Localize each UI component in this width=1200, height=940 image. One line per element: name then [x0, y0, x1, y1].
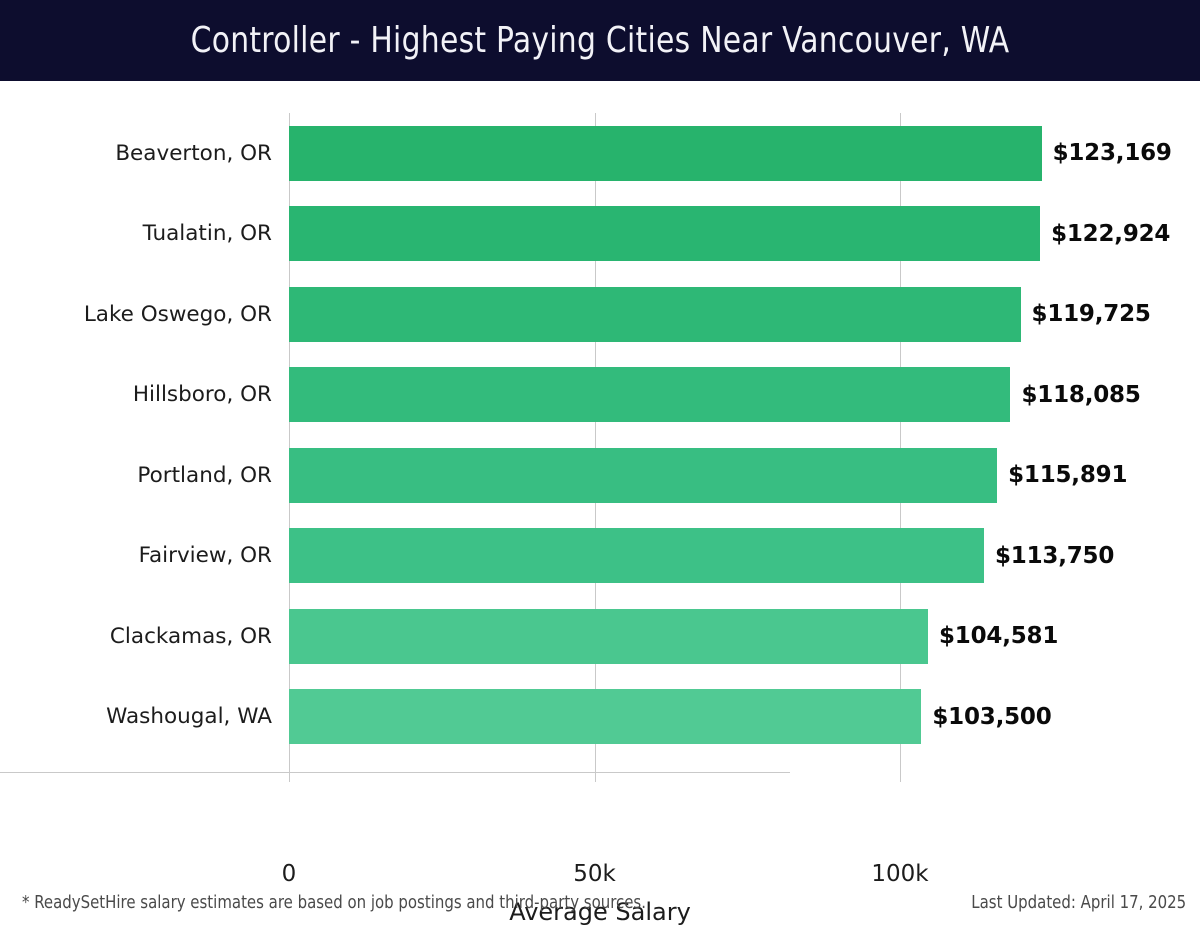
bar-value-label: $119,725	[1031, 301, 1151, 328]
x-tick-mark	[594, 773, 596, 781]
bar-value-label: $122,924	[1051, 220, 1171, 247]
bar-value-label: $113,750	[995, 542, 1115, 569]
y-axis-label: Hillsboro, OR	[132, 382, 272, 408]
bar-value-label: $115,891	[1008, 462, 1128, 489]
page-title: Controller - Highest Paying Cities Near …	[190, 20, 1010, 61]
footer-disclaimer: * ReadySetHire salary estimates are base…	[22, 893, 646, 913]
y-axis-label: Portland, OR	[137, 462, 272, 488]
bar[interactable]	[289, 367, 1011, 422]
x-tick-label: 50k	[573, 861, 616, 887]
y-axis-label: Lake Oswego, OR	[83, 301, 272, 327]
footer-last-updated: Last Updated: April 17, 2025	[971, 893, 1186, 913]
y-axis-label: Beaverton, OR	[115, 140, 272, 166]
y-axis-label: Clackamas, OR	[109, 623, 272, 649]
bar-row: Lake Oswego, OR $119,725	[0, 274, 1200, 355]
bar[interactable]	[289, 447, 998, 503]
y-axis-label: Tualatin, OR	[142, 221, 272, 247]
bar[interactable]	[289, 286, 1021, 342]
footer: * ReadySetHire salary estimates are base…	[0, 893, 1200, 940]
x-tick-label: 0	[281, 861, 297, 887]
bar[interactable]	[289, 608, 928, 664]
bar[interactable]	[289, 206, 1041, 261]
bar[interactable]	[289, 689, 922, 744]
x-axis-line	[0, 772, 790, 773]
bar[interactable]	[289, 125, 1042, 181]
y-axis-label: Fairview, OR	[138, 543, 272, 569]
bar-row: Beaverton, OR $123,169	[0, 113, 1200, 194]
header-band	[0, 0, 1200, 81]
bar-row: Fairview, OR $113,750	[0, 516, 1200, 597]
bar-row: Washougal, WA $103,500	[0, 677, 1200, 758]
x-tick-label: 100k	[871, 861, 929, 887]
bar-value-label: $104,581	[938, 623, 1059, 650]
bar-rows: Beaverton, OR $123,169 Tualatin, OR $122,92…	[0, 81, 1200, 940]
bar-row: Portland, OR $115,891	[0, 435, 1200, 516]
bar-value-label: $123,169	[1052, 140, 1172, 167]
bar-row: Tualatin, OR $122,924	[0, 194, 1200, 275]
bar-value-label: $103,500	[932, 703, 1052, 730]
x-tick-mark	[289, 773, 290, 781]
x-tick-mark	[900, 773, 901, 781]
chart-plot-area: Beaverton, OR $123,169 Tualatin, OR $122,92…	[0, 81, 1200, 940]
bar-value-label: $118,085	[1021, 381, 1141, 408]
bar-row: Clackamas, OR $104,581	[0, 596, 1200, 677]
y-axis-label: Washougal, WA	[106, 704, 272, 730]
x-axis-title: Average Salary	[509, 898, 691, 926]
bar[interactable]	[289, 528, 984, 583]
bar-row: Hillsboro, OR $118,085	[0, 355, 1200, 436]
